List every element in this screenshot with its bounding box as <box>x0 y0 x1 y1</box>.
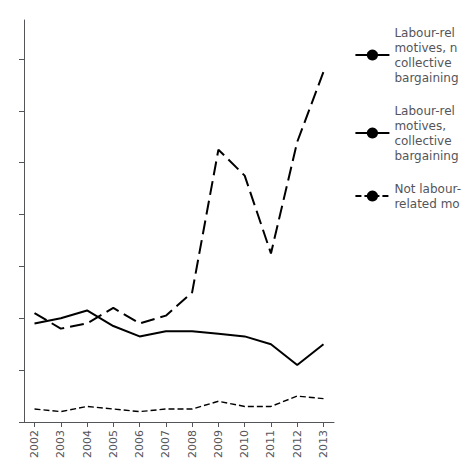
svg-text:2002: 2002 <box>28 430 41 458</box>
svg-text:2010: 2010 <box>238 430 251 458</box>
svg-text:bargaining: bargaining <box>394 149 458 163</box>
svg-text:2007: 2007 <box>159 430 172 458</box>
svg-text:2005: 2005 <box>107 430 120 458</box>
svg-text:2004: 2004 <box>81 430 94 458</box>
svg-text:related mo: related mo <box>394 197 459 211</box>
svg-text:2009: 2009 <box>212 430 225 458</box>
svg-text:2013: 2013 <box>317 430 330 458</box>
svg-text:motives, n: motives, n <box>394 41 457 55</box>
svg-text:Labour-rel: Labour-rel <box>394 104 455 118</box>
svg-text:2003: 2003 <box>54 430 67 458</box>
svg-text:2012: 2012 <box>291 430 304 458</box>
svg-text:Labour-rel: Labour-rel <box>394 26 455 40</box>
svg-text:2011: 2011 <box>264 430 277 458</box>
svg-text:Not labour-: Not labour- <box>394 182 461 196</box>
svg-text:collective: collective <box>394 134 451 148</box>
svg-text:2008: 2008 <box>186 430 199 458</box>
svg-text:bargaining: bargaining <box>394 71 458 85</box>
svg-text:2006: 2006 <box>133 430 146 458</box>
svg-text:motives,: motives, <box>394 119 446 133</box>
svg-text:collective: collective <box>394 56 451 70</box>
